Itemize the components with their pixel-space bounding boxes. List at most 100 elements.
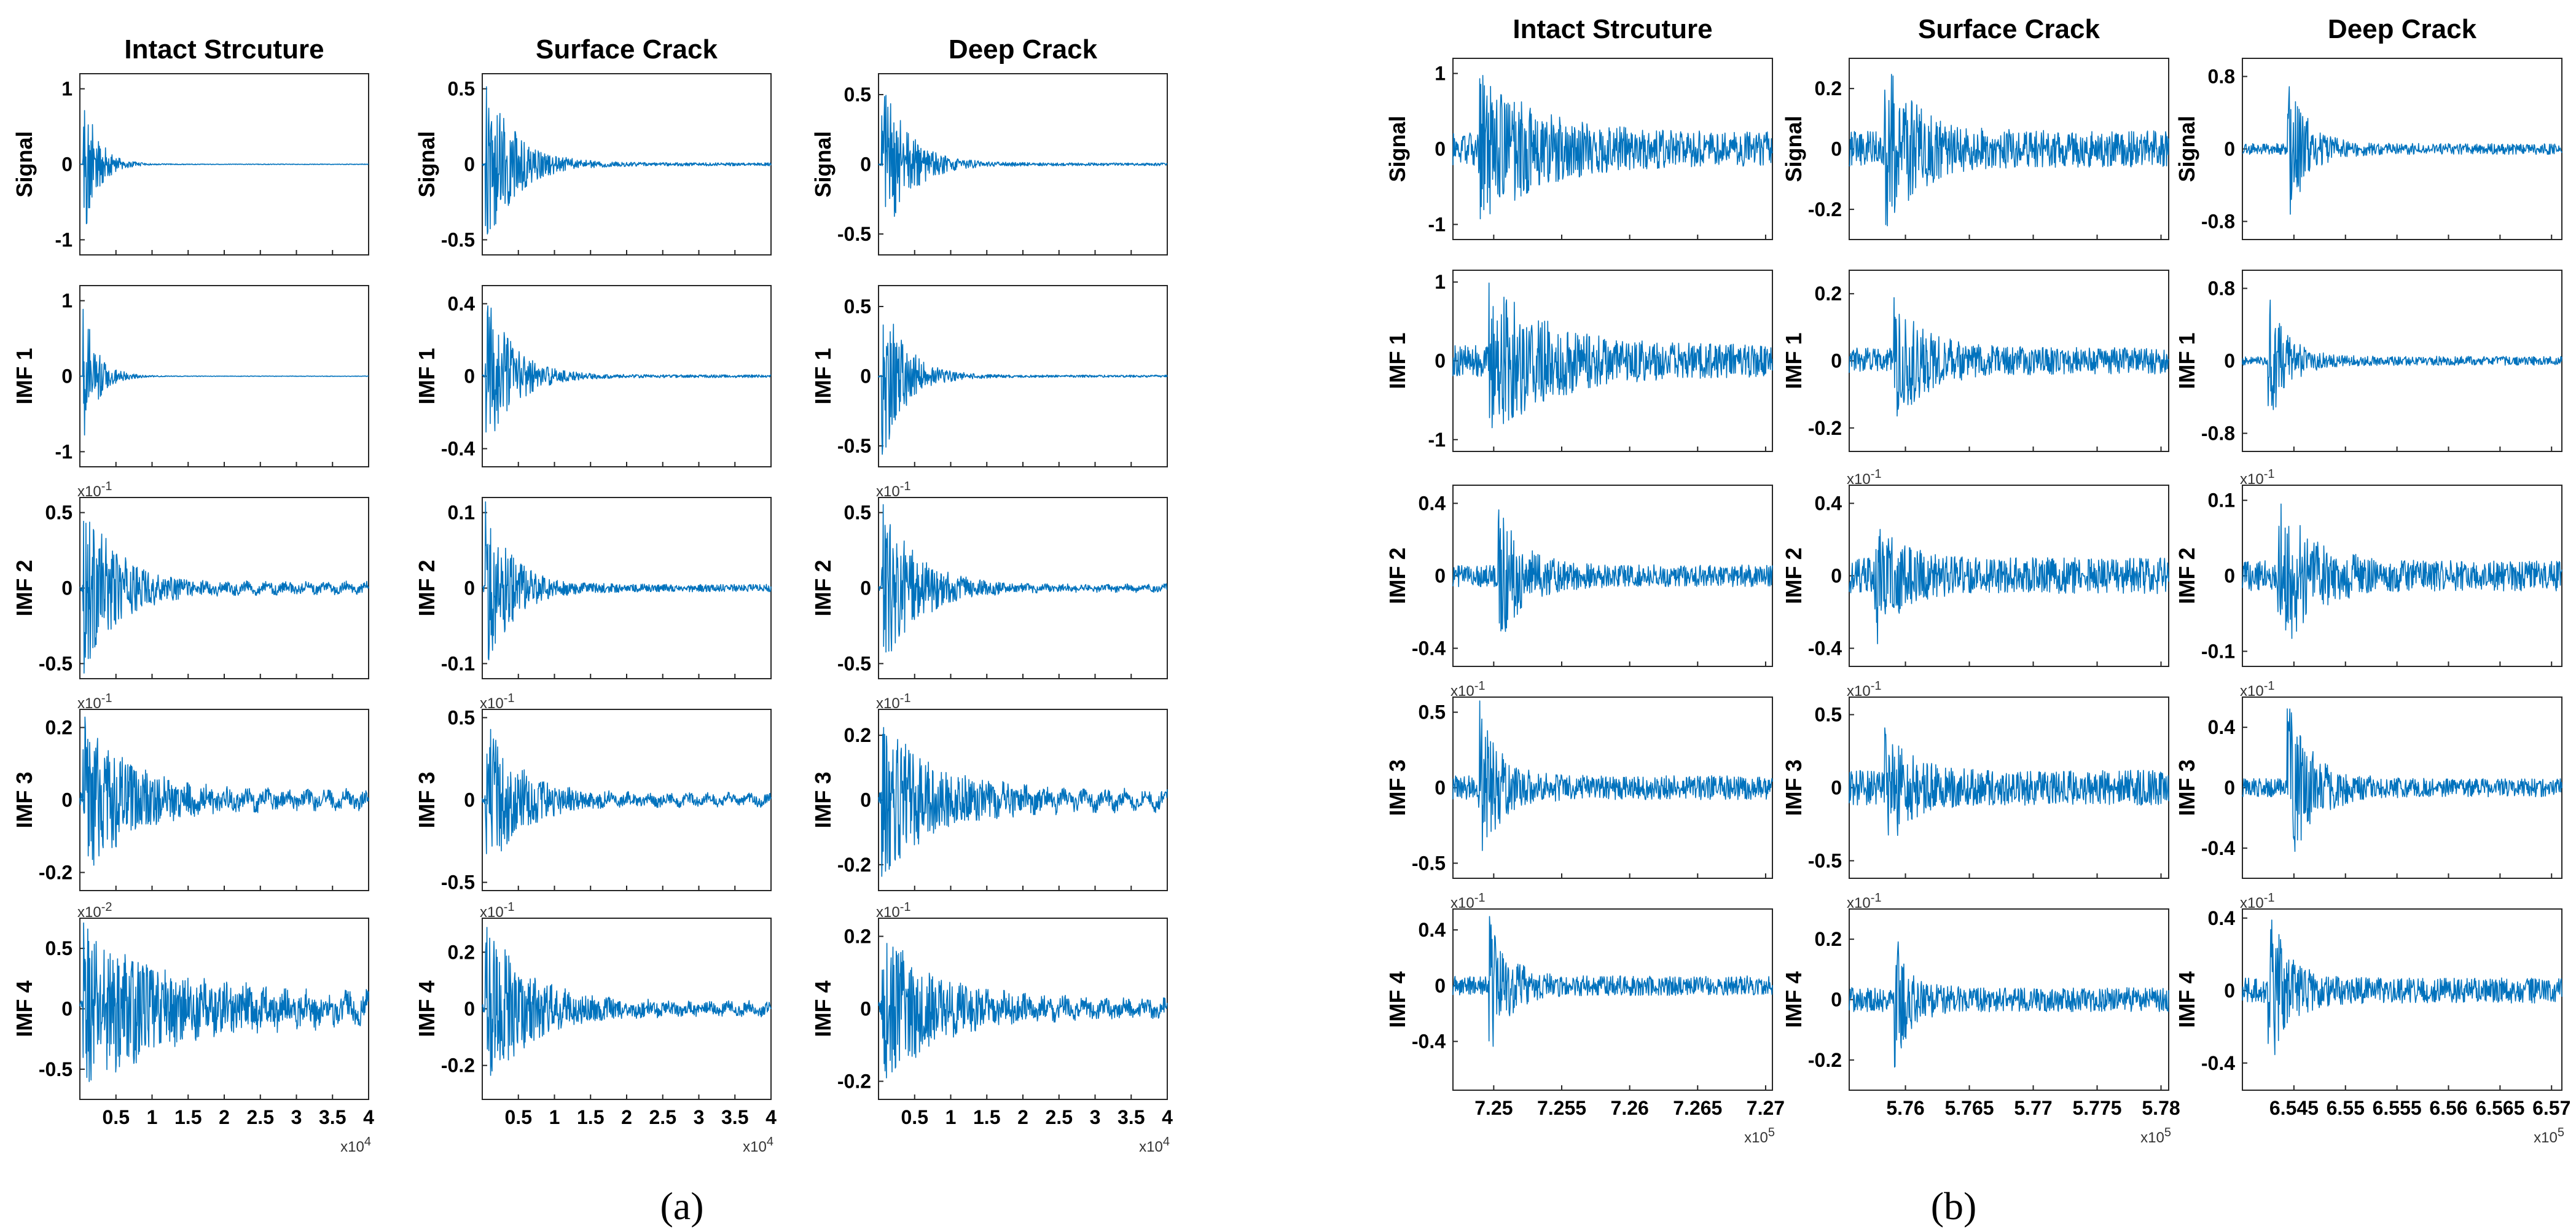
- y-tick-label: -0.5: [441, 872, 475, 894]
- y-tick-label: 0: [1435, 975, 1446, 997]
- x-tick-label: 3.5: [1118, 1106, 1145, 1128]
- y-tick-label: 0: [1435, 565, 1446, 587]
- x-multiplier-label: x105: [2534, 1126, 2564, 1146]
- x-tick-label: 7.27: [1747, 1097, 1785, 1119]
- y-tick-label: -0.1: [441, 652, 475, 674]
- row-label: IMF 4: [1385, 971, 1410, 1028]
- y-tick-label: -1: [55, 440, 72, 462]
- waveform-trace: [482, 305, 771, 433]
- y-tick-label: 0: [860, 365, 871, 388]
- y-tick-label: 0: [61, 789, 72, 811]
- row-label: IMF 2: [810, 560, 836, 616]
- waveform-trace: [1849, 297, 2169, 417]
- x-tick-label: 2: [1017, 1106, 1028, 1128]
- x-tick-label: 3: [1090, 1106, 1101, 1128]
- y-tick-label: -0.1: [2201, 640, 2235, 662]
- x-tick-label: 6.57: [2532, 1097, 2570, 1119]
- row-label: IMF 3: [2174, 759, 2199, 816]
- waveform-trace: [1452, 700, 1773, 851]
- y-multiplier-label: x10-1: [876, 480, 911, 500]
- y-tick-label: -0.5: [1412, 852, 1446, 874]
- waveform-trace: [1452, 283, 1773, 429]
- row-label: IMF 2: [2174, 547, 2199, 604]
- subplot: 0.5 0 -0.5 IMF 2 x10-1: [810, 480, 1168, 679]
- waveform-trace: [482, 728, 772, 854]
- waveform-trace: [482, 927, 772, 1076]
- y-tick-label: -0.4: [1412, 1031, 1446, 1053]
- column-title: Deep Crack: [2328, 14, 2477, 44]
- column-title: Intact Strcuture: [124, 34, 324, 64]
- y-tick-label: -0.5: [1808, 849, 1842, 872]
- subplot: 0.1 0 -0.1 IMF 2 x10-1: [2174, 467, 2562, 667]
- y-tick-label: 0: [464, 998, 475, 1020]
- waveform-trace: [1849, 727, 2169, 836]
- waveform-trace: [2242, 299, 2562, 410]
- y-tick-label: 0: [61, 577, 72, 599]
- y-tick-label: -0.2: [441, 1055, 475, 1077]
- waveform-trace: [79, 716, 369, 866]
- waveform-trace: [1452, 75, 1773, 220]
- row-label: IMF 3: [414, 771, 439, 828]
- x-tick-label: 1.5: [973, 1106, 1000, 1128]
- x-tick-label: 5.78: [2142, 1097, 2180, 1119]
- y-tick-label: 0.5: [1419, 701, 1446, 724]
- y-tick-label: -0.5: [837, 435, 871, 457]
- y-tick-label: 0: [464, 365, 475, 388]
- waveform-trace: [482, 86, 772, 235]
- x-tick-label: 2.5: [247, 1106, 274, 1128]
- x-tick-label: 5.77: [2014, 1097, 2052, 1119]
- waveform-trace: [878, 943, 1168, 1079]
- y-tick-label: -1: [55, 228, 72, 251]
- x-tick-label: 0.5: [103, 1106, 130, 1128]
- subplot: 0.2 0 -0.2 IMF 1: [1781, 270, 2169, 452]
- subplot: 0.5 0 -0.5 IMF 1: [810, 285, 1168, 467]
- column-title: Deep Crack: [949, 34, 1098, 64]
- y-multiplier-label: x10-1: [480, 692, 515, 712]
- x-tick-label: 7.25: [1474, 1097, 1513, 1119]
- x-tick-label: 1: [147, 1106, 158, 1128]
- row-label: IMF 4: [1781, 971, 1806, 1028]
- x-tick-label: 4: [1162, 1106, 1173, 1128]
- waveform-trace: [878, 95, 1168, 217]
- row-label: IMF 1: [1385, 332, 1410, 389]
- y-multiplier-label: x10-1: [1450, 679, 1486, 700]
- y-tick-label: 0.2: [1815, 928, 1842, 950]
- subplot: 0.5 0 -0.5 IMF 2 x10-1: [12, 480, 369, 679]
- y-multiplier-label: x10-1: [2240, 679, 2275, 700]
- waveform-trace: [1452, 916, 1773, 1047]
- subplot: 0.5 0 -0.5 Signal: [414, 73, 772, 256]
- x-tick-label: 4: [765, 1106, 777, 1128]
- y-tick-label: 0.2: [1815, 77, 1842, 99]
- y-tick-label: 0: [860, 577, 871, 599]
- row-label: IMF 3: [1385, 759, 1410, 816]
- row-label: Signal: [2174, 115, 2199, 182]
- subplot: 0.2 0 -0.2 IMF 3 x10-1: [810, 692, 1168, 891]
- waveform-trace: [79, 520, 369, 674]
- x-tick-label: 7.255: [1537, 1097, 1586, 1119]
- row-label: IMF 1: [810, 348, 836, 404]
- panel-b: Intact Strcuture Surface Crack Deep Crack 1…: [1385, 14, 2570, 1146]
- y-tick-label: 0: [2224, 350, 2235, 372]
- waveform-trace: [2242, 708, 2562, 852]
- waveform-trace: [1849, 941, 2169, 1068]
- row-label: IMF 4: [12, 980, 37, 1037]
- y-tick-label: 0: [860, 789, 871, 811]
- y-tick-label: 0.1: [448, 502, 475, 524]
- panel-caption-a: (a): [660, 1184, 703, 1228]
- y-tick-label: -0.4: [2201, 837, 2235, 859]
- x-tick-label: 7.265: [1673, 1097, 1722, 1119]
- y-tick-label: 0: [860, 998, 871, 1020]
- row-label: Signal: [810, 131, 836, 197]
- row-label: IMF 1: [12, 348, 37, 404]
- y-tick-label: 0: [1435, 777, 1446, 799]
- subplot: 0.1 0 -0.1 IMF 2: [414, 497, 772, 679]
- waveform-trace: [79, 922, 369, 1082]
- x-tick-label: 1: [549, 1106, 560, 1128]
- y-tick-label: 0.5: [45, 937, 72, 959]
